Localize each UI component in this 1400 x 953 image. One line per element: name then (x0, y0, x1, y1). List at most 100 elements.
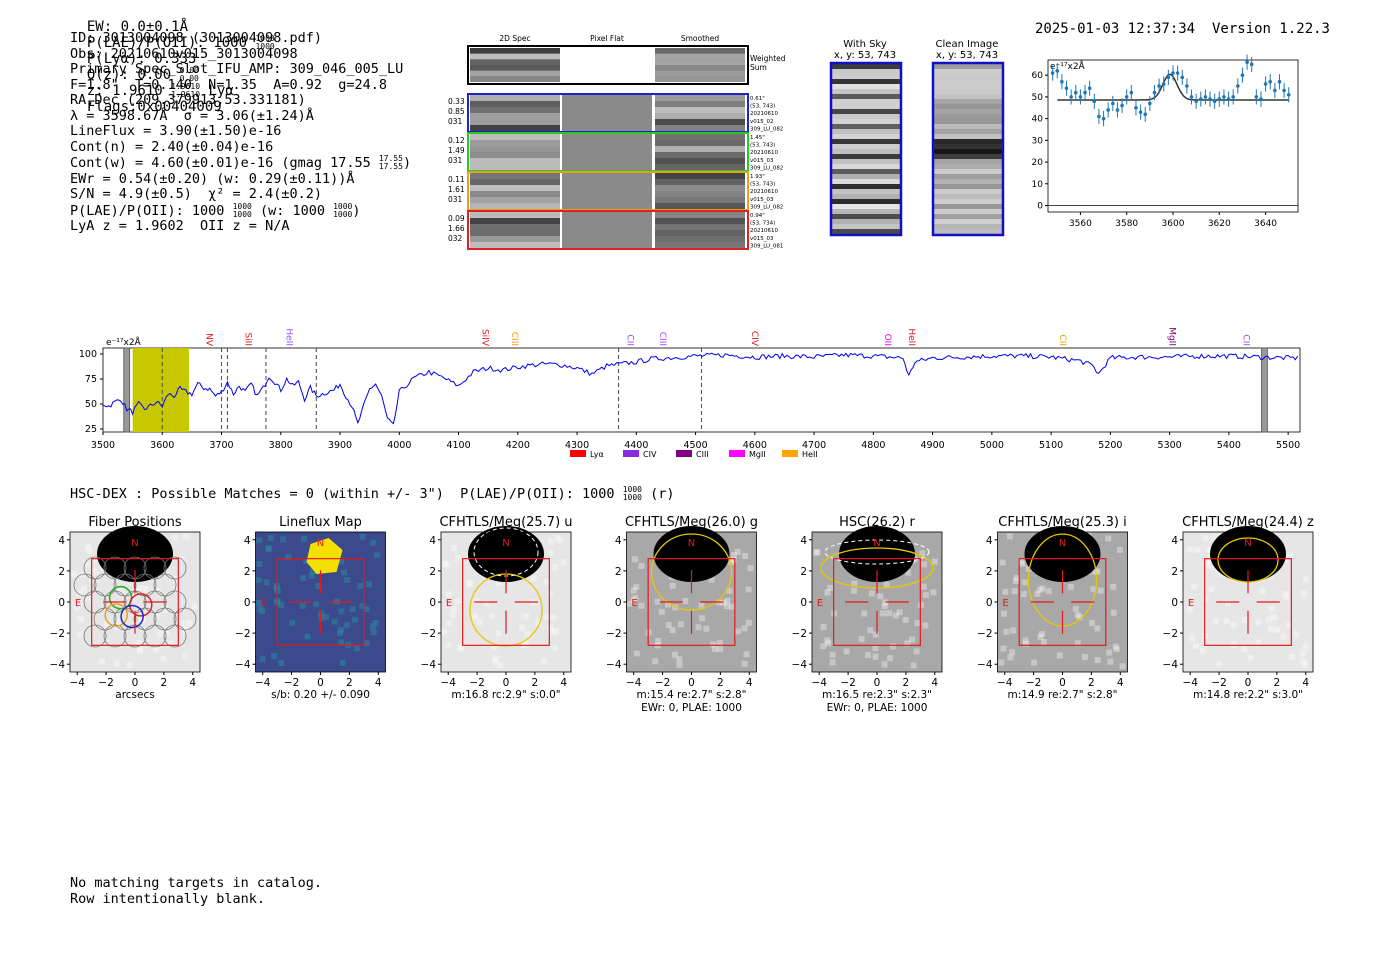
cutout-row (934, 119, 1002, 125)
noise-cell (363, 605, 370, 612)
y-tick-label: 10 (1032, 180, 1044, 190)
noise-cell (919, 550, 926, 557)
y-tick-label: 4 (429, 535, 436, 547)
y-tick-label: 4 (1171, 535, 1178, 547)
strip-band (470, 173, 560, 179)
noise-cell (1189, 635, 1196, 642)
north-label: N (502, 538, 509, 549)
flux-peak (306, 538, 343, 574)
noise-cell (267, 535, 274, 542)
noise-cell (343, 622, 350, 629)
cutout-row (934, 189, 1002, 195)
cutout-row (934, 99, 1002, 105)
cutout-row (832, 159, 900, 165)
noise-cell (1106, 649, 1113, 656)
noise-cell (1187, 546, 1194, 553)
noise-cell (339, 659, 346, 666)
cutout-row (934, 144, 1002, 150)
x-tick-label: 2 (161, 677, 168, 689)
cutout-row (934, 209, 1002, 215)
x-tick-label: 4 (189, 677, 196, 689)
noise-cell (341, 569, 348, 576)
info-line: λ = 3598.67Å σ = 3.06(±1.24)Å (70, 107, 314, 124)
info-line: LyA z = 1.9602 OII z = N/A (70, 218, 290, 234)
data-point (1212, 99, 1217, 104)
noise-cell (1037, 586, 1044, 593)
pixel-flat (562, 134, 652, 170)
noise-cell (552, 628, 559, 635)
cutout-row (832, 164, 900, 170)
bright-source (1024, 526, 1101, 582)
strip-band (655, 224, 745, 230)
ew-value: EW: 0.0±0.1Å (86, 19, 189, 35)
y-tick-label: 2 (800, 566, 807, 578)
cutout-subtitle: x, y: 53, 743 (936, 50, 998, 61)
noise-cell (922, 622, 929, 629)
fiber-smooth (655, 212, 745, 248)
noise-cell (1000, 645, 1007, 652)
noise-cell (1274, 626, 1281, 633)
cutout-row (934, 69, 1002, 75)
x-tick-label: 4700 (802, 440, 826, 451)
y-tick-label: 0 (1037, 201, 1043, 211)
y-tick-label: 75 (85, 374, 97, 385)
noise-cell (1019, 560, 1026, 567)
noise-cell (1039, 631, 1046, 638)
noise-cell (824, 637, 831, 644)
data-point (1097, 114, 1101, 119)
noise-cell (99, 658, 106, 665)
noise-cell (136, 640, 143, 647)
x-tick-label: −4 (626, 677, 642, 689)
fiber-info: 309_LU_081 (750, 243, 783, 249)
fiber-info: (53, 734) (750, 221, 775, 227)
fiber-info: v015_03 (750, 197, 774, 203)
lya-window (132, 348, 189, 432)
noise-cell (497, 662, 504, 669)
noise-cell (366, 581, 373, 588)
info-line: Primary Spec_Slot_IFU_AMP: 309_046_005_L… (70, 61, 404, 77)
data-point (1069, 95, 1073, 99)
x-tick-label: −4 (811, 677, 827, 689)
noise-cell (1097, 587, 1104, 594)
fiber-circle (163, 556, 187, 580)
data-point (1231, 95, 1235, 99)
column-header: Pixel Flat (590, 34, 624, 43)
noise-cell (1268, 625, 1275, 632)
x-tick-label: 4600 (743, 440, 767, 451)
stamp-u: CFHTLS/Meg(25.7) uNE−4 −2 0 2 4420−2−4m:16.8… (421, 515, 573, 701)
noise-cell (443, 561, 450, 568)
cutout-row (832, 99, 900, 105)
noise-cell (902, 616, 909, 623)
strip-band (655, 48, 745, 54)
east-label: E (75, 598, 81, 609)
north-label: N (688, 538, 695, 549)
legend-swatch (570, 450, 586, 457)
cutout-row (934, 104, 1002, 110)
noise-cell (359, 533, 366, 540)
noise-cell (338, 608, 345, 615)
noise-cell (999, 559, 1006, 566)
strip-band (470, 197, 560, 203)
search-box (276, 558, 365, 646)
noise-cell (289, 619, 296, 626)
noise-cell (85, 595, 92, 602)
y-tick-label: −4 (792, 659, 808, 671)
stamp-caption: m:16.5 re:2.3" s:2.3" (822, 689, 932, 701)
data-point (1129, 90, 1134, 95)
noise-cell (883, 581, 890, 588)
y-tick-label: −2 (606, 628, 621, 640)
x-tick-label: 5200 (1098, 440, 1122, 451)
noise-cell (370, 629, 377, 636)
stamp-i: CFHTLS/Meg(25.3) iNE−4 −2 0 2 4420−2−4m:14.9… (977, 515, 1128, 701)
noise-cell (523, 613, 530, 620)
x-tick-label: 4400 (624, 440, 648, 451)
pixel-flat (562, 212, 652, 248)
cutout-row (934, 89, 1002, 95)
y-tick-label: −4 (977, 659, 993, 671)
noise-cell (1300, 658, 1307, 665)
noise-cell (1225, 600, 1232, 607)
strip-band (470, 101, 560, 107)
x-tick-label: 3580 (1115, 219, 1138, 229)
noise-cell (633, 583, 640, 590)
